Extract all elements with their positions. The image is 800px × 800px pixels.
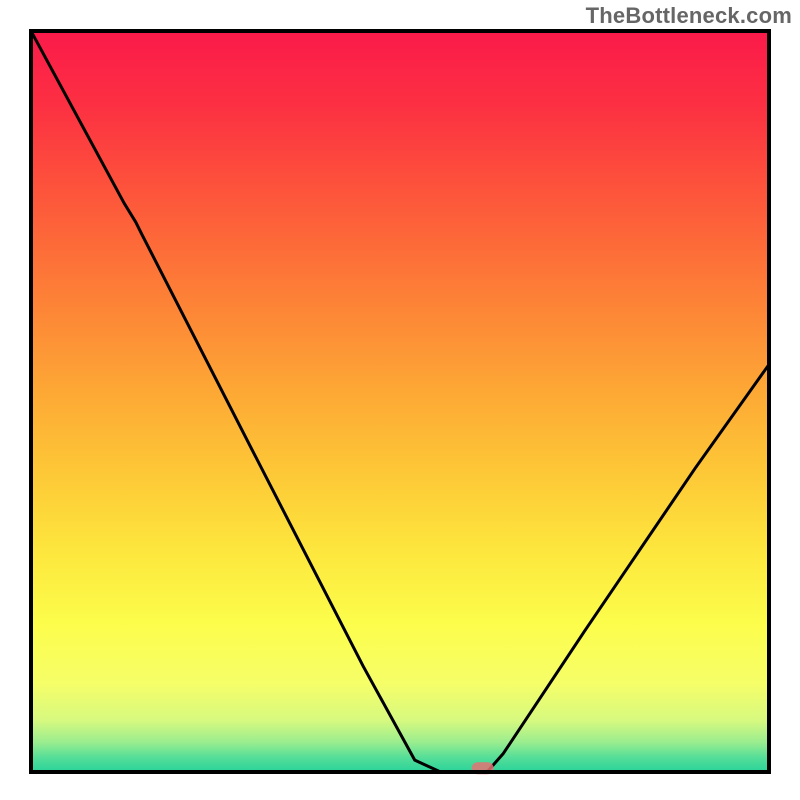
plot-background — [31, 31, 769, 772]
watermark-text: TheBottleneck.com — [586, 3, 792, 29]
bottleneck-chart — [0, 0, 800, 800]
